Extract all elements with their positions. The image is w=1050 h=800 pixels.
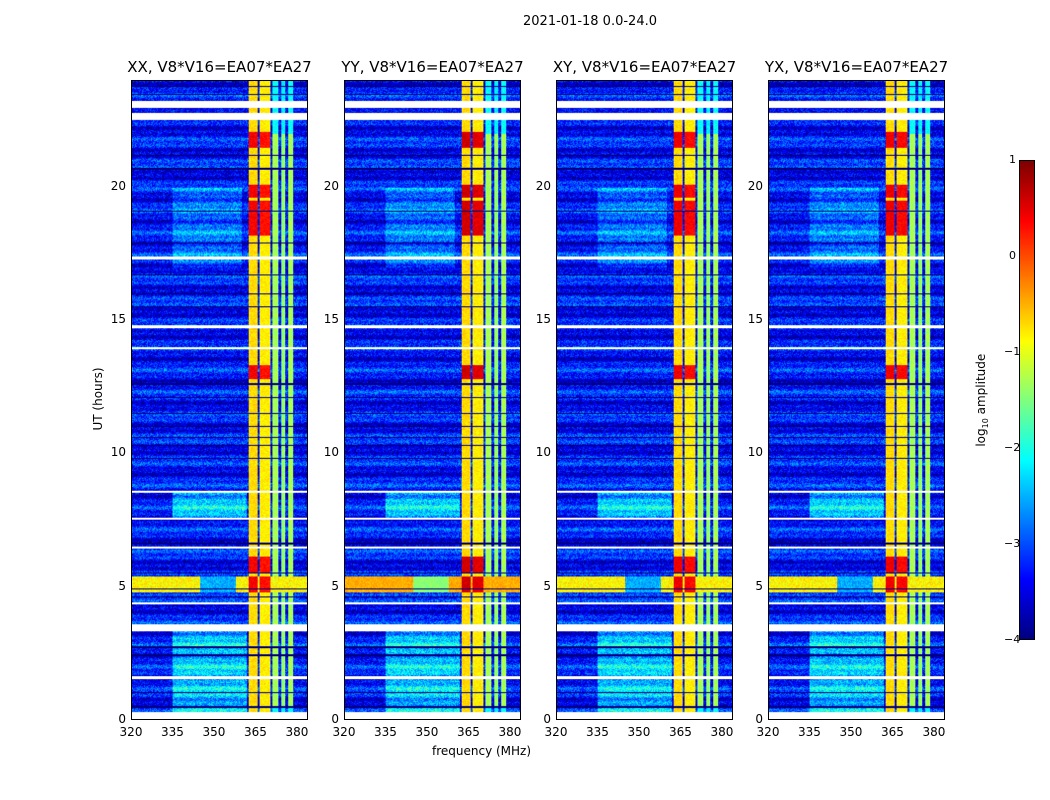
heatmap-image xyxy=(556,80,733,720)
panel-title: XY, V8*V16=EA07*EA27 xyxy=(552,58,737,76)
panel-title: YX, V8*V16=EA07*EA27 xyxy=(764,58,949,76)
y-tick-label: 10 xyxy=(747,445,763,460)
y-tick-label: 0 xyxy=(755,712,763,726)
waterfall-panel: XX, V8*V16=EA07*EA27 320 335 350 365 380 0 5 10 1… xyxy=(111,58,312,739)
x-tick-label: 320 xyxy=(119,725,143,739)
y-tick-label: 15 xyxy=(747,312,763,326)
y-tick-label: 10 xyxy=(535,445,551,460)
y-tick-label: 0 xyxy=(331,712,339,726)
waterfall-panel: XY, V8*V16=EA07*EA27 320 335 350 365 380 0 5 10 1… xyxy=(536,58,736,739)
y-tick-label: 20 xyxy=(535,178,551,193)
colorbar-tick-label: −4 xyxy=(1004,633,1021,646)
x-tick-label: 380 xyxy=(285,725,309,739)
y-tick-label: 20 xyxy=(323,178,339,193)
colorbar-tick-label: 0 xyxy=(1009,249,1016,262)
y-tick-label: 15 xyxy=(110,312,126,326)
y-tick-label: 20 xyxy=(747,178,763,193)
y-tick-label: 5 xyxy=(755,578,763,593)
heatmap-image xyxy=(344,80,521,720)
x-tick-label: 365 xyxy=(244,725,267,739)
waterfall-panel: YY, V8*V16=EA07*EA27 320 335 350 365 380 0 5 10 1… xyxy=(324,58,524,739)
panel-title: YY, V8*V16=EA07*EA27 xyxy=(341,58,524,76)
x-tick-label: 350 xyxy=(202,725,226,739)
y-tick-label: 15 xyxy=(535,312,551,326)
x-tick-label: 350 xyxy=(839,725,863,739)
y-tick-label: 5 xyxy=(118,578,126,593)
x-tick-label: 350 xyxy=(627,725,651,739)
heatmap-image xyxy=(768,80,945,720)
colorbar-tick-label: −1 xyxy=(1004,345,1021,358)
y-tick-label: 10 xyxy=(110,445,126,460)
y-tick-label: 5 xyxy=(543,578,551,593)
colorbar-tick-label: −3 xyxy=(1004,537,1021,550)
heatmap-image xyxy=(131,80,308,720)
x-tick-label: 335 xyxy=(798,725,821,739)
colorbar-tick-label: 1 xyxy=(1009,153,1016,166)
x-tick-label: 335 xyxy=(374,725,397,739)
y-axis-label: UT (hours) xyxy=(91,367,105,431)
x-tick-label: 350 xyxy=(415,725,439,739)
panel-title: XX, V8*V16=EA07*EA27 xyxy=(127,58,312,76)
y-tick-label: 5 xyxy=(331,578,339,593)
x-tick-label: 335 xyxy=(161,725,184,739)
y-tick-label: 20 xyxy=(110,178,126,193)
x-tick-label: 380 xyxy=(922,725,946,739)
colorbar-tick-label: −2 xyxy=(1004,441,1021,454)
y-tick-label: 15 xyxy=(323,312,339,326)
y-tick-label: 0 xyxy=(543,712,551,726)
x-tick-label: 365 xyxy=(669,725,692,739)
y-tick-label: 0 xyxy=(118,712,126,726)
x-tick-label: 320 xyxy=(756,725,780,739)
x-tick-label: 380 xyxy=(498,725,522,739)
x-tick-label: 365 xyxy=(881,725,904,739)
colorbar xyxy=(1019,160,1035,640)
x-axis-label: frequency (MHz) xyxy=(432,744,532,758)
y-tick-label: 10 xyxy=(323,445,339,460)
x-tick-label: 380 xyxy=(710,725,734,739)
x-tick-label: 320 xyxy=(544,725,568,739)
waterfall-panel: YX, V8*V16=EA07*EA27 320 335 350 365 380 0 5 10 1… xyxy=(748,58,948,739)
x-tick-label: 320 xyxy=(332,725,356,739)
figure-title: 2021-01-18 0.0-24.0 xyxy=(523,14,657,29)
x-tick-label: 335 xyxy=(586,725,609,739)
colorbar-label: log10 amplitude xyxy=(973,353,991,447)
x-tick-label: 365 xyxy=(457,725,480,739)
